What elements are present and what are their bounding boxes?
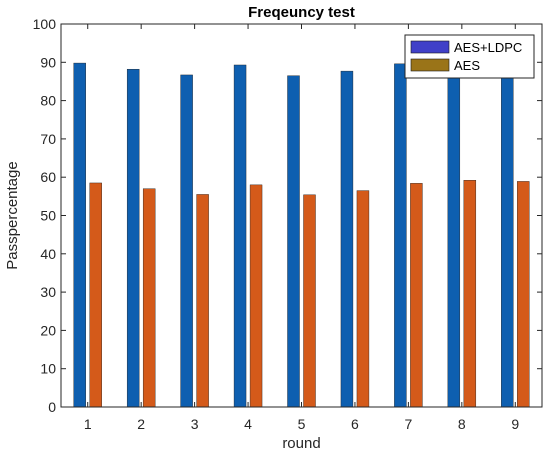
y-tick-label: 80 <box>40 93 56 109</box>
legend: AES+LDPC AES <box>404 34 535 79</box>
y-tick-label: 30 <box>40 284 56 300</box>
chart-title: Freqeuncy test <box>248 4 355 21</box>
legend-label-aes: AES <box>454 58 480 73</box>
bar-aes-ldpc-round-6 <box>340 70 354 408</box>
bar-aes-round-7 <box>410 183 423 408</box>
y-tick-label: 100 <box>33 16 57 32</box>
bar-aes-ldpc-round-1 <box>73 62 86 408</box>
bar-aes-round-4 <box>249 184 263 408</box>
bar-aes-ldpc-round-8 <box>447 62 461 408</box>
x-tick-label: 3 <box>191 416 199 432</box>
x-tick-label: 1 <box>84 416 92 432</box>
bar-aes-round-1 <box>89 182 102 408</box>
bar-aes-round-9 <box>517 181 530 408</box>
y-axis-label: Passpercentage <box>4 161 21 269</box>
x-tick-label: 2 <box>137 416 145 432</box>
x-tick-label: 6 <box>351 416 359 432</box>
y-tick-label: 70 <box>40 131 56 147</box>
x-tick-label: 8 <box>458 416 466 432</box>
y-tick-label: 40 <box>40 246 56 262</box>
x-axis-ticks: 1 2 3 4 5 6 7 8 9 <box>84 24 519 432</box>
bar-aes-ldpc-round-3 <box>180 74 193 408</box>
legend-swatch-aes <box>410 58 450 72</box>
bar-aes-ldpc-round-7 <box>394 63 407 408</box>
bar-aes-ldpc-round-2 <box>126 68 140 408</box>
legend-label-aes-ldpc: AES+LDPC <box>454 40 522 55</box>
x-tick-label: 7 <box>404 416 412 432</box>
bar-aes-round-5 <box>303 194 316 408</box>
bar-aes-ldpc-round-4 <box>233 64 247 408</box>
y-tick-label: 10 <box>40 361 56 377</box>
bar-aes-round-6 <box>356 190 370 408</box>
y-tick-label: 50 <box>40 208 56 224</box>
bar-aes-round-3 <box>196 194 209 408</box>
y-tick-label: 0 <box>48 399 56 415</box>
bar-aes-ldpc-round-9 <box>501 67 514 408</box>
x-tick-label: 5 <box>298 416 306 432</box>
x-tick-label: 4 <box>244 416 252 432</box>
y-tick-label: 20 <box>40 322 56 338</box>
x-axis-label: round <box>282 435 320 452</box>
legend-swatch-aes-ldpc <box>410 40 450 54</box>
y-tick-label: 60 <box>40 169 56 185</box>
bar-aes-round-8 <box>463 180 477 408</box>
bars-group <box>73 62 530 408</box>
y-tick-label: 90 <box>40 54 56 70</box>
bar-aes-round-2 <box>142 188 156 408</box>
bar-aes-ldpc-round-5 <box>287 75 300 408</box>
y-axis-ticks: 0 10 20 30 40 50 60 70 80 90 100 <box>33 16 542 415</box>
x-tick-label: 9 <box>511 416 519 432</box>
